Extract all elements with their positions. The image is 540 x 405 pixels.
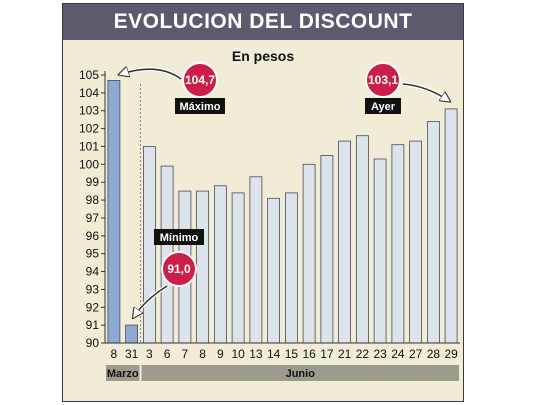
- callout-circle: [161, 251, 197, 287]
- callout-tag-bg: [365, 98, 401, 114]
- x-tick-label: 3: [146, 347, 153, 361]
- callout-arrow-halo: [402, 82, 451, 103]
- bar: [196, 190, 210, 344]
- callout-circle: [365, 62, 401, 98]
- bar: [284, 192, 298, 344]
- y-tick-label: 90: [86, 336, 100, 350]
- x-tick-label: 16: [302, 347, 316, 361]
- x-tick-label: 7: [182, 347, 189, 361]
- bar: [267, 197, 281, 344]
- callout-value: 91,0: [167, 262, 191, 276]
- callout-tag-bg: [154, 229, 204, 245]
- bar: [231, 192, 245, 344]
- callout-tag: Máximo: [180, 101, 221, 113]
- x-tick-label: 14: [267, 347, 281, 361]
- x-tick-label: 13: [249, 347, 263, 361]
- callout-tag-bg: [175, 98, 225, 114]
- x-tick-label: 23: [373, 347, 387, 361]
- callout-arrow: [134, 285, 168, 317]
- bar: [125, 324, 138, 344]
- x-tick-label: 31: [125, 347, 139, 361]
- callout-circle: [182, 62, 218, 98]
- callout-tag: Mínimo: [160, 232, 199, 244]
- y-tick-label: 99: [86, 175, 100, 189]
- y-tick-label: 104: [79, 86, 99, 100]
- y-tick-label: 97: [86, 211, 100, 225]
- y-tick-label: 96: [86, 229, 100, 243]
- bar: [355, 135, 369, 344]
- bar: [338, 140, 352, 344]
- bar: [444, 108, 458, 344]
- x-tick-label: 21: [338, 347, 352, 361]
- y-tick-label: 103: [79, 104, 99, 118]
- bar: [391, 144, 405, 344]
- callout-arrow: [120, 69, 182, 80]
- bar: [249, 176, 263, 344]
- x-tick-label: 17: [320, 347, 334, 361]
- x-tick-label: 24: [391, 347, 405, 361]
- bar: [320, 154, 334, 344]
- y-tick-label: 92: [86, 300, 100, 314]
- y-tick-label: 102: [79, 122, 99, 136]
- x-tick-label: 22: [356, 347, 370, 361]
- bar: [213, 185, 227, 344]
- month-label: Junio: [286, 368, 316, 380]
- month-band: [106, 365, 140, 381]
- bar: [143, 146, 156, 344]
- callout-tag: Ayer: [371, 101, 396, 113]
- y-tick-label: 95: [86, 247, 100, 261]
- x-tick-label: 8: [199, 347, 206, 361]
- month-label: Marzo: [107, 368, 139, 380]
- chart-frame: EVOLUCION DEL DISCOUNT En pesos 90 91 92 93…: [62, 3, 464, 402]
- y-tick-label: 94: [86, 265, 100, 279]
- bar: [373, 158, 387, 344]
- x-tick-label: 29: [444, 347, 458, 361]
- chart-title: EVOLUCION DEL DISCOUNT: [63, 4, 463, 40]
- x-tick-label: 27: [409, 347, 423, 361]
- x-tick-label: 9: [217, 347, 224, 361]
- x-tick-label: 15: [285, 347, 299, 361]
- y-tick-label: 91: [86, 318, 100, 332]
- bar: [302, 163, 316, 344]
- x-tick-label: 8: [111, 347, 118, 361]
- y-tick-label: 100: [79, 157, 99, 171]
- bar: [426, 121, 440, 344]
- callout-value: 103,1: [368, 73, 398, 87]
- chart-subtitle: En pesos: [231, 48, 295, 64]
- y-tick-label: 93: [86, 282, 100, 296]
- x-tick-label: 10: [231, 347, 245, 361]
- bar: [107, 80, 121, 344]
- bar: [409, 140, 423, 344]
- month-band: [141, 365, 459, 381]
- callout-value: 104,7: [185, 73, 215, 87]
- x-tick-label: 6: [164, 347, 171, 361]
- callout-arrow: [402, 83, 449, 101]
- y-tick-label: 101: [79, 139, 99, 153]
- y-tick-label: 105: [79, 68, 99, 82]
- y-tick-label: 98: [86, 193, 100, 207]
- x-tick-label: 28: [427, 347, 441, 361]
